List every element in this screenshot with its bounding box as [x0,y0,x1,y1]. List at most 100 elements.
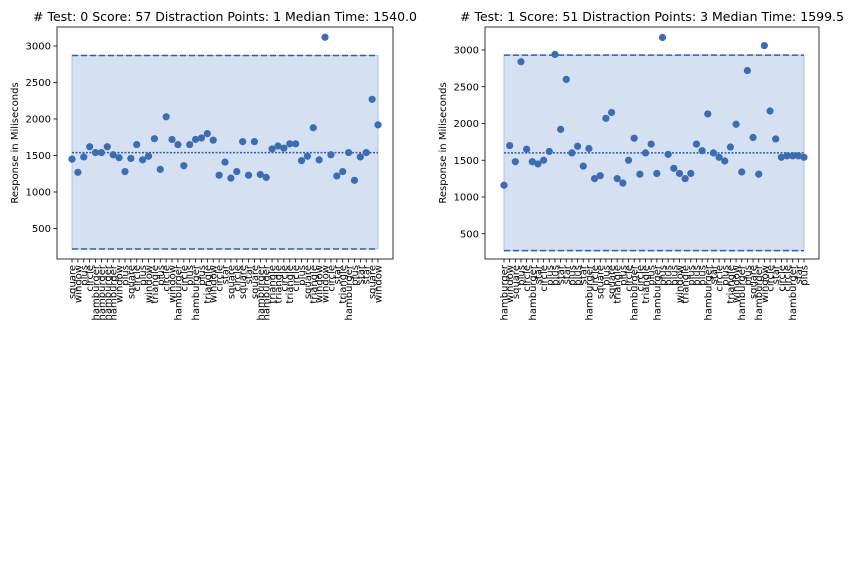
data-point [551,50,559,59]
x-tick-label: triangle [338,265,349,304]
y-tick-label: 1500 [454,156,479,167]
x-tick-label: star [533,264,544,284]
x-tick-label: hamburger [703,264,714,320]
x-tick-label: hamburger [500,264,511,320]
x-tick-label: circle [522,265,533,292]
data-point [528,158,536,166]
x-tick-label: plus [647,265,658,286]
x-tick-label: hamburger [788,264,799,320]
data-point [292,140,300,148]
x-tick-label: star [221,264,232,284]
data-point [121,167,129,176]
x-tick-label: hamburger [528,264,539,320]
x-tick-label: square [511,265,522,299]
x-tick-label: plus [567,265,578,286]
data-point [368,95,376,103]
x-tick-label: square [607,265,618,299]
data-point [573,142,582,150]
data-point [362,148,370,157]
x-tick-label: star [332,264,343,284]
data-point [344,148,353,157]
x-tick-label: hamburger [173,264,184,320]
data-point [209,136,217,144]
data-point [262,173,270,181]
data-point [585,144,593,153]
x-tick-label: hamburger [737,264,748,320]
x-tick-label: plus [664,265,675,286]
x-tick-label: window [315,265,326,303]
data-point [636,170,644,178]
data-point [139,156,147,164]
data-point [233,167,241,176]
x-tick-label: hamburger [256,264,267,320]
x-tick-label: window [675,265,686,303]
data-point [74,168,82,176]
x-tick-label: square [250,265,261,299]
x-tick-label: plus [550,265,561,286]
x-tick-label: plus [197,265,208,286]
data-point [91,148,100,157]
chart-title: # Test: 0 Score: 57 Distraction Points: … [33,9,417,24]
x-tick-label: plus [669,265,680,286]
data-point [321,33,329,41]
data-point [760,41,768,50]
x-tick-label: plus [698,265,709,286]
data-point [557,125,565,133]
x-tick-label: star [794,264,805,284]
x-tick-label: window [374,265,385,303]
x-tick-label: triangle [309,265,320,304]
y-tick-label: 3000 [26,42,51,53]
data-point [624,156,633,164]
x-tick-label: hamburger [652,264,663,320]
data-point [203,130,211,138]
x-tick-label: triangle [726,265,737,304]
x-tick-label: hamburger [103,264,114,320]
x-tick-label: plus [658,265,669,286]
data-point [303,152,311,160]
data-point [250,138,259,146]
data-point [590,175,599,183]
data-point [333,172,341,180]
y-tick-label: 500 [32,224,51,235]
data-point [789,152,797,160]
data-point [156,165,164,173]
data-point [772,135,780,143]
data-point [133,140,141,149]
x-tick-label: circle [291,265,302,292]
x-tick-label: window [505,265,516,303]
data-point [374,121,382,129]
data-point [80,153,88,161]
data-point [641,149,650,157]
data-point [704,110,712,118]
y-tick-label: 2000 [454,119,479,130]
data-point [109,151,117,159]
data-point [675,169,684,178]
data-point [749,133,757,142]
data-point [68,155,76,163]
data-point [653,169,661,178]
data-point [783,152,791,160]
y-tick-label: 500 [460,229,479,240]
data-point [698,147,706,155]
x-tick-label: hamburger [344,264,355,320]
data-point [596,172,604,180]
data-point [545,147,553,156]
x-tick-label: plus [720,265,731,286]
data-point [715,153,723,161]
chart-1: 50010001500200025003000hamburgerwindowsq… [438,9,844,320]
x-tick-label: circle [179,265,190,292]
data-point [619,179,627,187]
x-tick-label: circle [326,265,337,292]
x-tick-label: plus [743,265,754,286]
x-tick-label: square [126,265,137,299]
y-tick-label: 2500 [454,82,479,93]
x-tick-label: window [144,265,155,303]
data-point [162,113,170,121]
data-point [681,175,689,183]
data-point [500,181,508,189]
x-tick-label: plus [545,265,556,286]
data-point [215,171,223,179]
y-tick-label: 2000 [26,115,51,126]
data-point [766,107,774,115]
data-point [658,33,667,42]
